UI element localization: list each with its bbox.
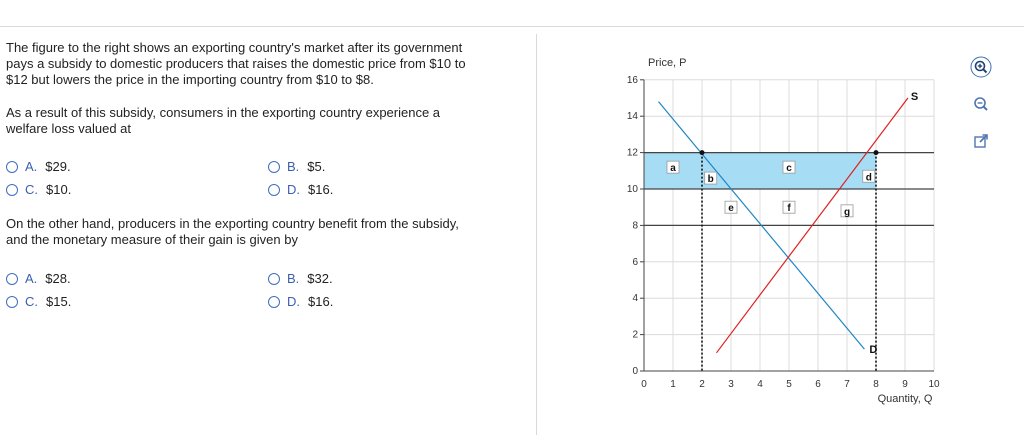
y-tick-label: 8 [632, 220, 638, 231]
option-letter: D. [287, 294, 300, 309]
y-tick-label: 14 [627, 111, 639, 122]
option-value: $5. [307, 159, 326, 174]
x-tick-label: 5 [786, 379, 792, 390]
expand-icon[interactable] [970, 130, 992, 152]
y-tick-label: 10 [627, 184, 639, 195]
area-label-f: f [787, 203, 791, 214]
option-value: $16. [308, 294, 334, 309]
area-label-box [782, 160, 796, 174]
prompt-line: The figure to the right shows an exporti… [6, 40, 463, 55]
option-value: $32. [307, 271, 333, 286]
demand-curve [658, 101, 865, 350]
supply-label: S [911, 91, 918, 103]
y-tick-label: 12 [627, 148, 639, 159]
x-tick-label: 0 [641, 379, 647, 390]
zoom-out-icon[interactable] [970, 93, 992, 115]
question1-question: As a result of this subsidy, consumers i… [6, 105, 526, 137]
y-tick-label: 2 [632, 330, 638, 341]
question-line: On the other hand, producers in the expo… [6, 216, 459, 231]
question1-prompt: The figure to the right shows an exporti… [6, 40, 526, 88]
y-axis-label: Price, P [648, 57, 687, 69]
radio-button[interactable] [268, 272, 280, 285]
q2-option-b[interactable]: B. $32. [268, 271, 333, 286]
option-letter: B. [287, 159, 300, 174]
q1-option-c[interactable]: C. $10. [6, 182, 71, 197]
prompt-line: pays a subsidy to domestic producers tha… [6, 56, 466, 71]
area-label-box [704, 171, 718, 185]
radio-button[interactable] [6, 272, 18, 285]
option-value: $29. [45, 159, 71, 174]
question2-prompt: On the other hand, producers in the expo… [6, 216, 526, 248]
question-line: As a result of this subsidy, consumers i… [6, 105, 441, 120]
radio-button[interactable] [268, 295, 280, 308]
area-label-a: a [670, 163, 676, 174]
area-label-b: b [708, 174, 714, 185]
question-line: welfare loss valued at [6, 121, 132, 136]
x-axis-label: Quantity, Q [878, 393, 933, 405]
x-tick-label: 1 [670, 379, 676, 390]
area-label-box [724, 200, 738, 214]
q2-option-d[interactable]: D. $16. [268, 294, 333, 309]
q1-option-a[interactable]: A. $29. [6, 159, 71, 174]
x-tick-label: 3 [728, 379, 734, 390]
q2-option-c[interactable]: C. $15. [6, 294, 71, 309]
equilibrium-point [873, 150, 879, 156]
radio-button[interactable] [6, 295, 18, 308]
demand-label: D [869, 344, 877, 356]
area-label-c: c [786, 163, 792, 174]
x-tick-label: 4 [757, 379, 763, 390]
area-label-g: g [844, 207, 850, 218]
q1-option-b[interactable]: B. $5. [268, 159, 325, 174]
x-tick-label: 9 [902, 379, 908, 390]
option-value: $16. [308, 182, 334, 197]
q1-option-d[interactable]: D. $16. [268, 182, 333, 197]
option-letter: A. [25, 271, 38, 286]
option-value: $28. [45, 271, 71, 286]
question-line: and the monetary measure of their gain i… [6, 232, 298, 247]
x-tick-label: 10 [928, 379, 940, 390]
x-tick-label: 2 [699, 379, 705, 390]
supply-curve [716, 97, 909, 354]
prompt-line: $12 but lowers the price in the importin… [6, 72, 374, 87]
area-label-d: d [866, 172, 872, 183]
option-value: $10. [46, 182, 72, 197]
shaded-area [644, 152, 876, 189]
radio-button[interactable] [6, 183, 18, 196]
option-letter: C. [25, 294, 38, 309]
area-label-box [666, 160, 680, 174]
radio-button[interactable] [268, 183, 280, 196]
x-tick-label: 8 [873, 379, 879, 390]
radio-button[interactable] [6, 160, 18, 173]
option-letter: C. [25, 182, 38, 197]
y-tick-label: 6 [632, 257, 638, 268]
y-tick-label: 4 [632, 293, 638, 304]
option-letter: A. [25, 159, 38, 174]
y-tick-label: 0 [632, 366, 638, 377]
panel-divider [536, 34, 537, 435]
option-value: $15. [46, 294, 72, 309]
top-divider [0, 26, 1024, 27]
area-label-box [862, 169, 876, 183]
zoom-in-icon[interactable] [970, 56, 992, 78]
equilibrium-point [699, 150, 705, 156]
y-tick-label: 16 [627, 75, 639, 86]
option-letter: D. [287, 182, 300, 197]
x-tick-label: 6 [815, 379, 821, 390]
area-label-e: e [728, 203, 734, 214]
option-letter: B. [287, 271, 300, 286]
radio-button[interactable] [268, 160, 280, 173]
area-label-box [782, 200, 796, 214]
area-label-box [840, 204, 854, 218]
x-tick-label: 7 [844, 379, 850, 390]
q2-option-a[interactable]: A. $28. [6, 271, 71, 286]
